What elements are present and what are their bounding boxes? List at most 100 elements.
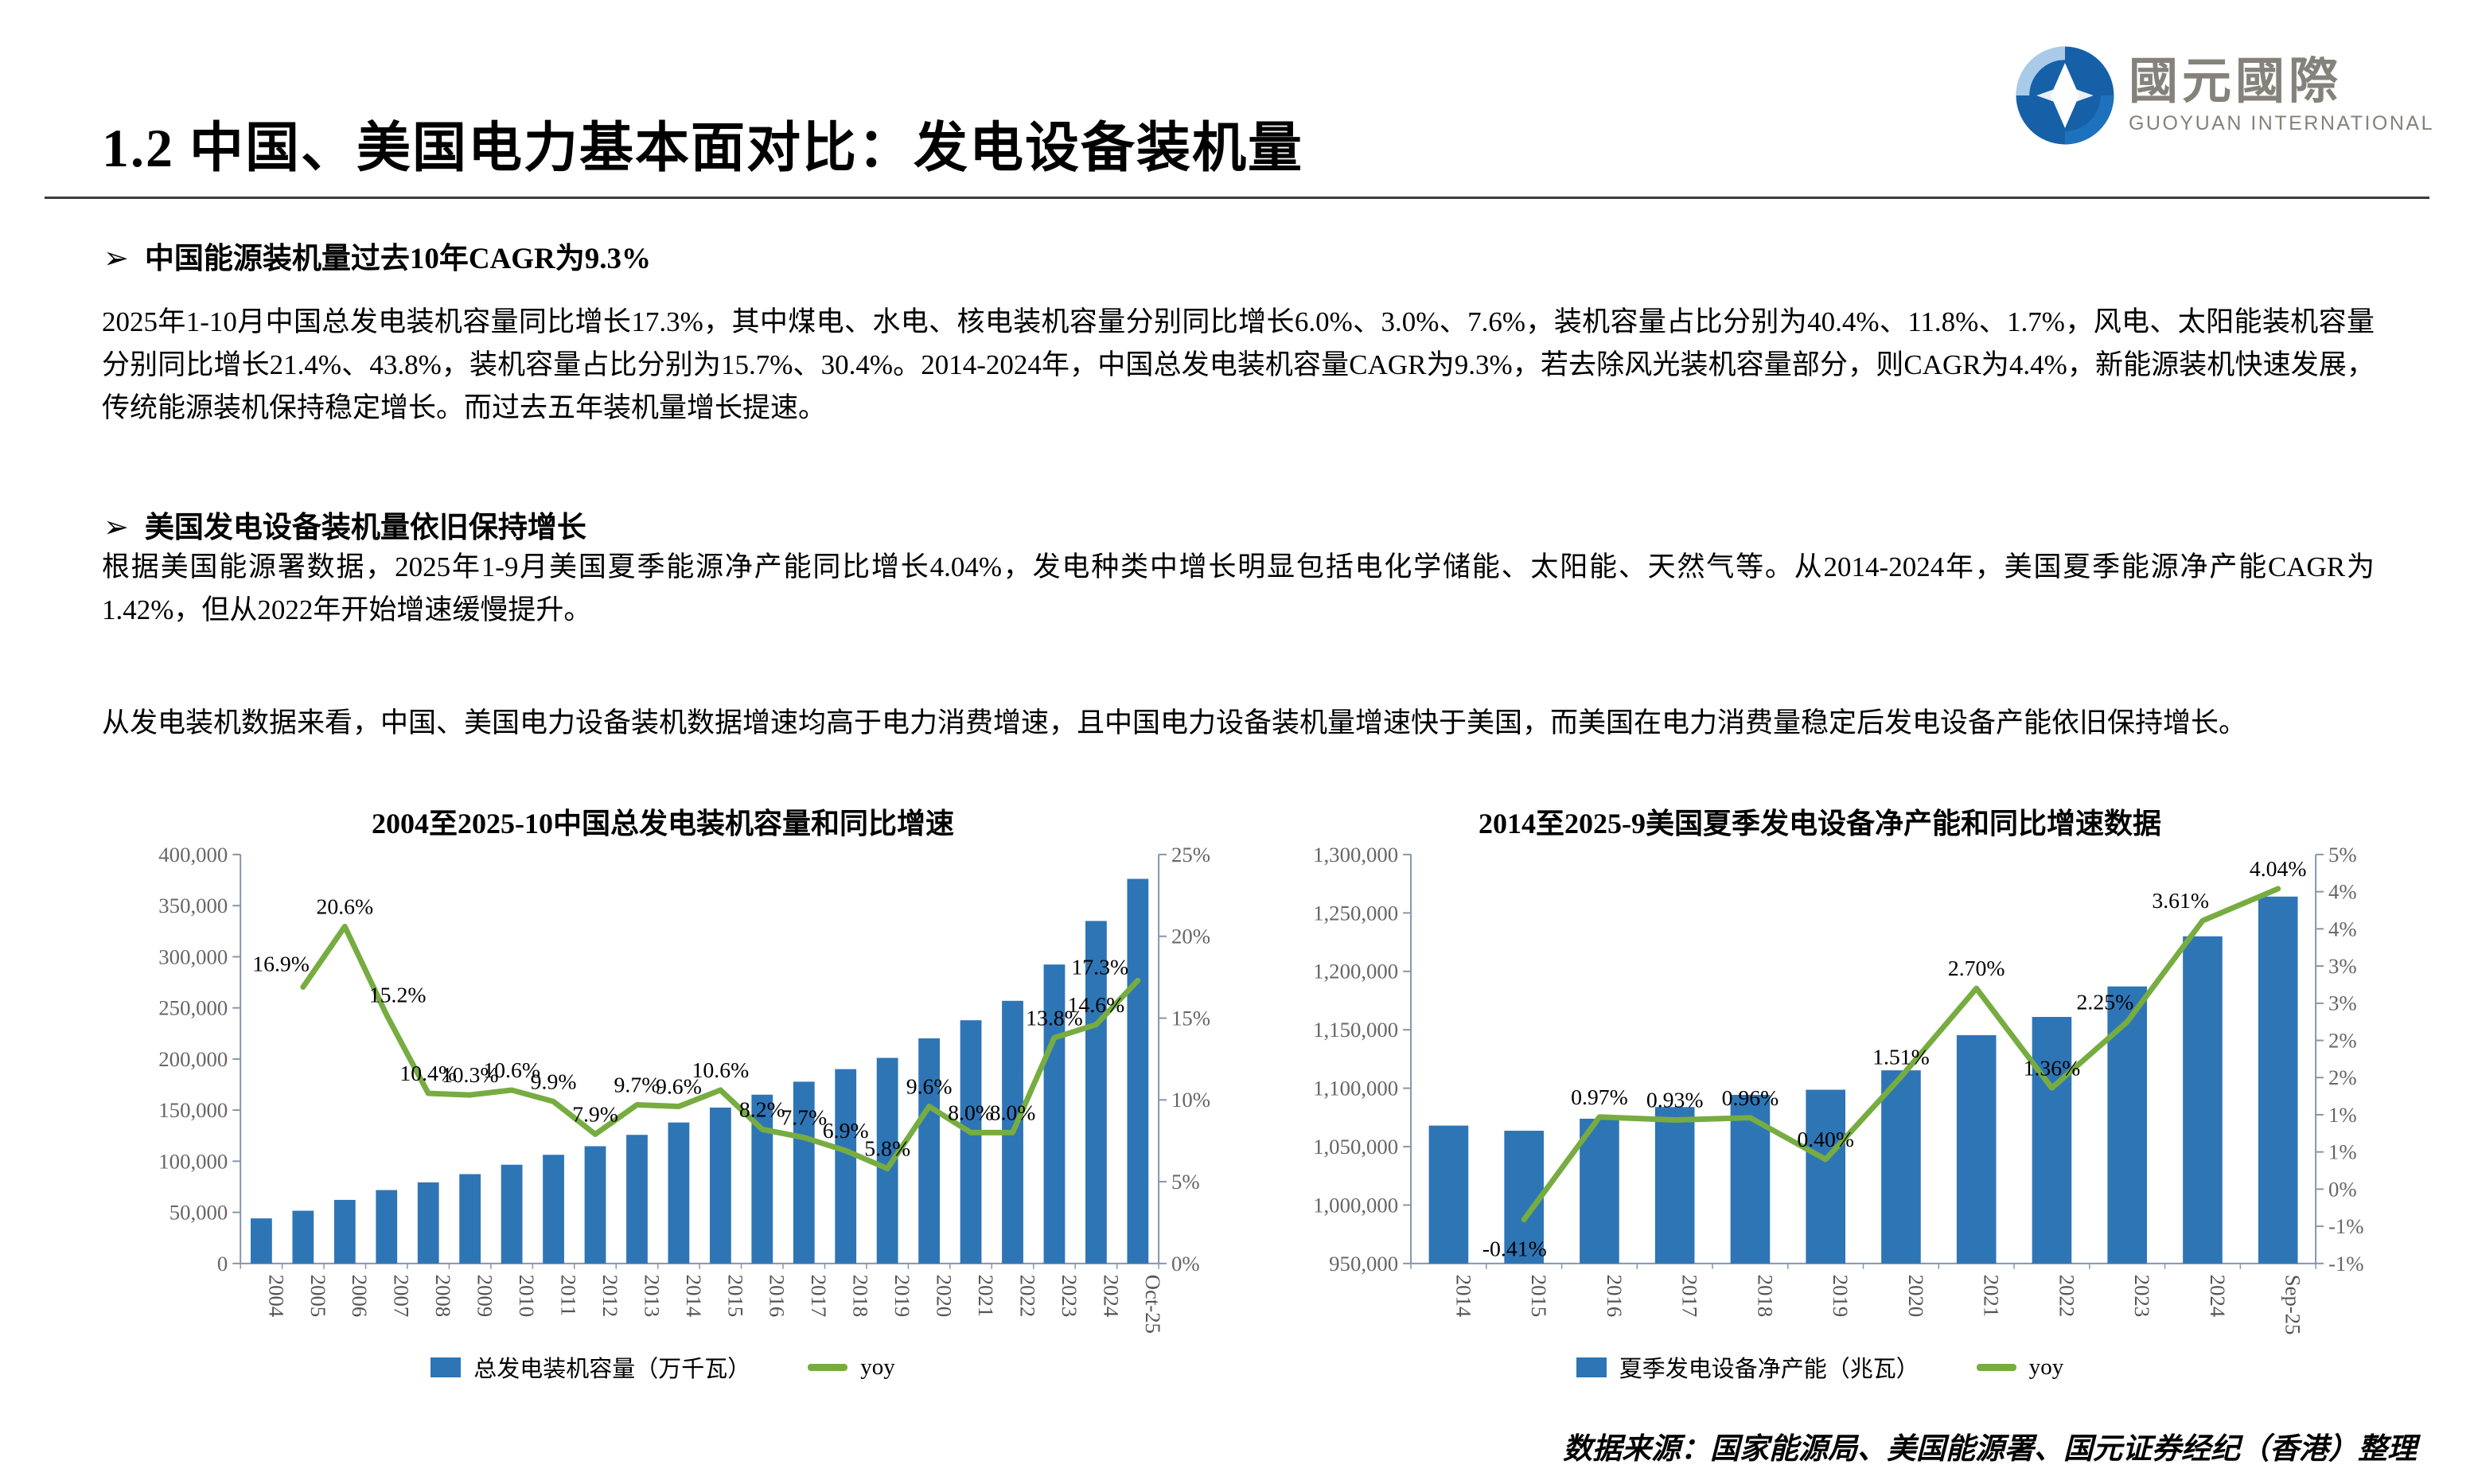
bar xyxy=(333,1199,356,1264)
bullet-china-cagr: ➢ 中国能源装机量过去10年CAGR为9.3% xyxy=(103,234,651,277)
svg-text:1%: 1% xyxy=(2328,1103,2357,1127)
svg-text:3%: 3% xyxy=(2328,954,2357,978)
svg-text:2005: 2005 xyxy=(306,1275,330,1318)
svg-text:9.9%: 9.9% xyxy=(531,1069,577,1094)
svg-text:8.0%: 8.0% xyxy=(990,1101,1036,1126)
svg-text:1.51%: 1.51% xyxy=(1872,1045,1930,1069)
svg-text:1,200,000: 1,200,000 xyxy=(1313,960,1398,983)
svg-text:5.8%: 5.8% xyxy=(864,1137,910,1162)
bar-series xyxy=(1428,896,2298,1264)
yoy-line xyxy=(300,923,1141,1172)
axes: 400,000 350,000 300,000 250,000 200,000 150,0… xyxy=(158,845,1210,1276)
svg-text:10%: 10% xyxy=(1171,1088,1210,1112)
bar xyxy=(668,1122,690,1264)
svg-text:2004: 2004 xyxy=(264,1275,288,1318)
conclusion-paragraph: 从发电装机数据来看，中国、美国电力设备装机数据增速均高于电力消费增速，且中国电力… xyxy=(102,707,2247,738)
svg-text:950,000: 950,000 xyxy=(1329,1252,1398,1276)
legend-bar-label: 夏季发电设备净产能（兆瓦） xyxy=(1619,1357,1919,1382)
svg-text:250,000: 250,000 xyxy=(158,996,228,1020)
svg-text:2010: 2010 xyxy=(515,1275,539,1318)
arrow-bullet-icon: ➢ xyxy=(103,511,129,544)
page-title: 1.2 中国、美国电力基本面对比：发电设备装机量 xyxy=(102,118,1304,178)
svg-text:2019: 2019 xyxy=(890,1275,914,1318)
svg-text:2022: 2022 xyxy=(2055,1275,2079,1318)
svg-text:400,000: 400,000 xyxy=(158,845,228,867)
svg-text:2015: 2015 xyxy=(1527,1275,1551,1318)
guoyuan-logo: 國元國際 GUOYUAN INTERNATIONAL xyxy=(2014,45,2434,146)
svg-text:2020: 2020 xyxy=(933,1275,956,1318)
x-axis-labels: 2004 2005 2006 2007 2008 2009 2010 2011 2012 2013… xyxy=(264,1275,1164,1334)
svg-text:2024: 2024 xyxy=(2206,1275,2230,1318)
bar xyxy=(417,1182,439,1264)
bullet-us-growth-text: 美国发电设备装机量依旧保持增长 xyxy=(144,512,586,544)
svg-text:2018: 2018 xyxy=(1753,1275,1777,1318)
svg-text:3%: 3% xyxy=(2328,991,2357,1015)
svg-text:2011: 2011 xyxy=(556,1275,580,1317)
bar xyxy=(2107,986,2148,1264)
logo-name-en: GUOYUAN INTERNATIONAL xyxy=(2128,111,2434,134)
bar xyxy=(501,1164,523,1264)
china-chart-canvas: 400,000 350,000 300,000 250,000 200,000 150,0… xyxy=(158,845,1210,1334)
bar xyxy=(251,1218,272,1264)
svg-text:-1%: -1% xyxy=(2328,1252,2364,1276)
svg-text:2021: 2021 xyxy=(974,1275,998,1318)
legend-line-swatch xyxy=(1976,1363,2016,1371)
svg-text:15.2%: 15.2% xyxy=(369,983,427,1008)
svg-text:4%: 4% xyxy=(2328,917,2357,941)
svg-text:4%: 4% xyxy=(2328,880,2357,904)
us-chart-title: 2014至2025-9美国夏季发电设备净产能和同比增速数据 xyxy=(1479,808,2161,839)
svg-text:0%: 0% xyxy=(2328,1177,2357,1201)
bar xyxy=(1956,1034,1997,1264)
us-paragraph: 根据美国能源署数据，2025年1-9月美国夏季能源净产能同比增长4.04%，发电… xyxy=(102,551,2375,625)
svg-text:2%: 2% xyxy=(2328,1065,2357,1089)
yoy-line xyxy=(1521,886,2281,1223)
svg-text:25%: 25% xyxy=(1171,845,1210,867)
bar xyxy=(1085,921,1107,1264)
bar xyxy=(292,1210,314,1264)
title-divider xyxy=(45,197,2429,199)
svg-text:2021: 2021 xyxy=(1980,1275,2004,1318)
bar xyxy=(1881,1070,1921,1264)
legend-bar-label: 总发电装机容量（万千瓦） xyxy=(473,1357,751,1382)
svg-text:-0.41%: -0.41% xyxy=(1482,1237,1547,1261)
china-paragraph: 2025年1-10月中国总发电装机容量同比增长17.3%，其中煤电、水电、核电装… xyxy=(102,306,2375,423)
svg-text:9.6%: 9.6% xyxy=(906,1075,953,1100)
svg-text:7.9%: 7.9% xyxy=(572,1103,618,1128)
bar xyxy=(709,1107,731,1264)
arrow-bullet-icon: ➢ xyxy=(103,242,129,275)
bar xyxy=(2032,1017,2072,1264)
us-capacity-chart: 2014至2025-9美国夏季发电设备净产能和同比增速数据 1,300,000 1… xyxy=(1251,800,2389,1384)
svg-text:1,250,000: 1,250,000 xyxy=(1313,901,1398,925)
svg-text:0.93%: 0.93% xyxy=(1646,1089,1704,1113)
svg-text:0: 0 xyxy=(217,1252,228,1276)
svg-text:200,000: 200,000 xyxy=(158,1047,228,1071)
bar xyxy=(793,1081,815,1264)
us-chart-legend: 夏季发电设备净产能（兆瓦） yoy xyxy=(1251,1350,2389,1384)
logo-text: 國元國際 GUOYUAN INTERNATIONAL xyxy=(2129,56,2434,134)
svg-text:2019: 2019 xyxy=(1829,1275,1853,1318)
bar xyxy=(376,1190,398,1264)
svg-text:14.6%: 14.6% xyxy=(1068,993,1125,1018)
svg-text:5%: 5% xyxy=(1171,1170,1200,1194)
svg-text:10.4%: 10.4% xyxy=(399,1061,457,1086)
svg-text:2012: 2012 xyxy=(598,1275,622,1318)
svg-text:300,000: 300,000 xyxy=(158,945,228,968)
data-labels: -0.41% 0.97% 0.93% 0.96% 0.40% 1.51% 2.70% 1.36… xyxy=(1482,857,2307,1261)
bar xyxy=(1428,1125,1469,1264)
svg-text:15%: 15% xyxy=(1171,1006,1210,1030)
svg-text:2017: 2017 xyxy=(1678,1275,1702,1318)
svg-text:10.6%: 10.6% xyxy=(483,1058,540,1083)
svg-text:2017: 2017 xyxy=(807,1275,831,1318)
svg-text:2%: 2% xyxy=(2328,1028,2357,1052)
svg-text:8.2%: 8.2% xyxy=(739,1097,785,1122)
svg-text:13.8%: 13.8% xyxy=(1026,1006,1083,1030)
charts-row: 2004至2025-10中国总发电装机容量和同比增速 400,000 350,00… xyxy=(94,800,2389,1384)
svg-text:20%: 20% xyxy=(1171,925,1210,948)
svg-text:10.6%: 10.6% xyxy=(692,1058,749,1083)
svg-text:2008: 2008 xyxy=(431,1275,455,1318)
svg-text:350,000: 350,000 xyxy=(158,894,228,917)
bar xyxy=(626,1135,648,1264)
bar xyxy=(960,1020,982,1264)
svg-text:2014: 2014 xyxy=(682,1275,706,1318)
